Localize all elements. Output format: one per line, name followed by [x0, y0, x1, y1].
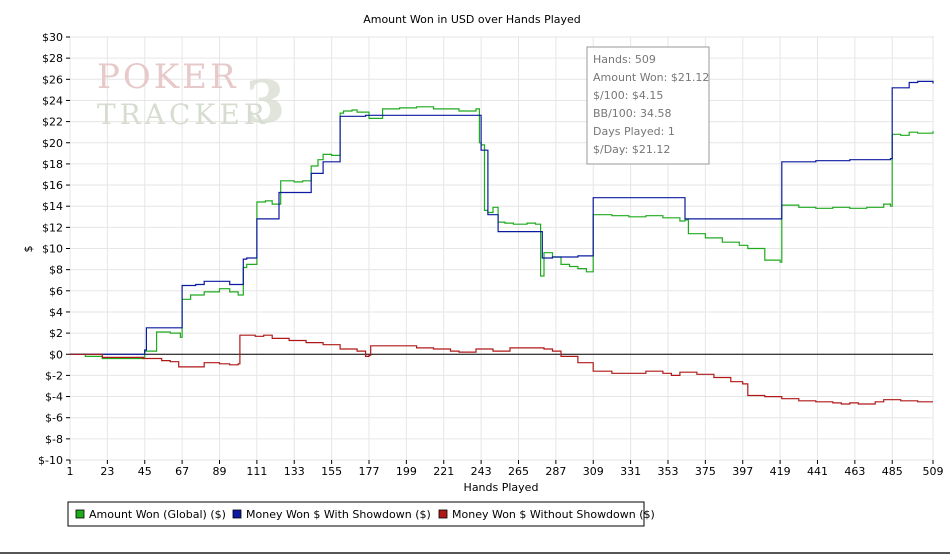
y-tick-label: $10	[42, 243, 63, 256]
legend-label-showdown: Money Won $ With Showdown ($)	[246, 508, 431, 521]
x-tick-label: 419	[770, 465, 791, 478]
x-tick-label: 265	[508, 465, 529, 478]
stats-box: Hands: 509 Amount Won: $21.12 $/100: $4.…	[586, 46, 710, 165]
x-tick-label: 509	[923, 465, 944, 478]
y-tick-label: $-6	[45, 412, 63, 425]
y-tick-label: $-10	[38, 454, 63, 467]
x-tick-label: 353	[657, 465, 678, 478]
x-tick-label: 133	[284, 465, 305, 478]
stat-per-day: $/Day: $21.12	[593, 143, 670, 156]
watermark-tracker: TRACKER	[97, 98, 269, 131]
x-tick-label: 221	[433, 465, 454, 478]
x-axis: 1 23 45 67 89 111 133 155 177 199 221 243 265 287 309 3…	[67, 460, 944, 478]
y-tick-label: $28	[42, 52, 63, 65]
legend-swatch-non-showdown	[438, 509, 448, 519]
x-tick-label: 309	[583, 465, 604, 478]
stat-per-100: $/100: $4.15	[593, 89, 663, 102]
y-tick-label: $-8	[45, 433, 63, 446]
watermark-poker: POKER	[97, 57, 239, 97]
y-tick-label: $20	[42, 137, 63, 150]
y-tick-label: $12	[42, 221, 63, 234]
y-tick-label: $-4	[45, 391, 63, 404]
chart-title: Amount Won in USD over Hands Played	[363, 13, 581, 26]
legend: Amount Won (Global) ($) Money Won $ With…	[67, 501, 655, 527]
y-tick-label: $24	[42, 94, 63, 107]
y-tick-label: $18	[42, 158, 63, 171]
legend-swatch-global	[75, 509, 85, 519]
x-tick-label: 67	[175, 465, 189, 478]
legend-label-non-showdown: Money Won $ Without Showdown ($)	[452, 508, 655, 521]
x-tick-label: 45	[138, 465, 152, 478]
x-tick-label: 23	[100, 465, 114, 478]
x-axis-label: Hands Played	[464, 481, 539, 494]
y-tick-label: $16	[42, 179, 63, 192]
x-tick-label: 155	[321, 465, 342, 478]
y-tick-label: $2	[49, 327, 63, 340]
x-tick-label: 177	[358, 465, 379, 478]
x-tick-label: 199	[396, 465, 417, 478]
x-tick-label: 1	[67, 465, 74, 478]
stat-days-played: Days Played: 1	[593, 125, 675, 138]
x-tick-label: 463	[844, 465, 865, 478]
stat-bb-per-100: BB/100: 34.58	[593, 107, 672, 120]
legend-frame	[67, 501, 645, 527]
grid-lines	[69, 36, 934, 461]
x-tick-label: 331	[620, 465, 641, 478]
y-tick-label: $8	[49, 264, 63, 277]
stat-amount-won: Amount Won: $21.12	[593, 71, 709, 84]
x-tick-label: 485	[882, 465, 903, 478]
x-tick-label: 375	[695, 465, 716, 478]
x-tick-label: 287	[545, 465, 566, 478]
x-tick-label: 397	[732, 465, 753, 478]
x-tick-label: 243	[471, 465, 492, 478]
watermark-three: 3	[245, 68, 285, 136]
y-tick-label: $4	[49, 306, 63, 319]
x-tick-label: 441	[807, 465, 828, 478]
y-tick-label: $0	[49, 348, 63, 361]
y-tick-label: $6	[49, 285, 63, 298]
series-line-without-showdown	[70, 334, 933, 405]
y-tick-label: $-2	[45, 369, 63, 382]
plot-area: POKER TRACKER 3	[69, 36, 934, 461]
legend-swatch-showdown	[232, 509, 242, 519]
y-axis: $30 $28 $26 $24 $22 $20 $18 $16 $14 $12 $10 $8 $6 $4 $…	[38, 31, 70, 467]
y-tick-label: $30	[42, 31, 63, 44]
legend-label-global: Amount Won (Global) ($)	[89, 508, 226, 521]
stats-box-frame	[586, 46, 710, 165]
series-line-with-showdown	[70, 80, 934, 355]
y-tick-label: $22	[42, 116, 63, 129]
y-tick-label: $26	[42, 73, 63, 86]
stat-hands: Hands: 509	[593, 53, 656, 66]
x-tick-label: 111	[246, 465, 267, 478]
poker-tracker-watermark: POKER TRACKER 3	[97, 57, 285, 136]
x-tick-label: 89	[212, 465, 226, 478]
y-tick-label: $14	[42, 200, 63, 213]
y-axis-label: $	[22, 246, 35, 253]
series-lines	[70, 80, 934, 405]
